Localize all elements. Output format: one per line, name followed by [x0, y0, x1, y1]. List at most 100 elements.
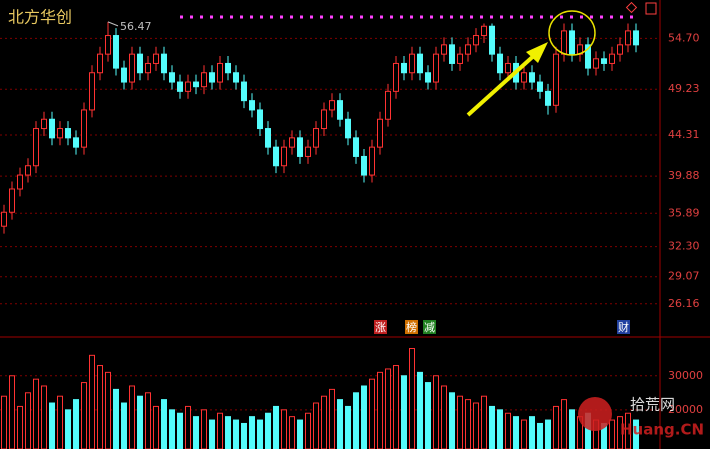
volume-bar: [529, 416, 535, 449]
y-tick-label: 54.70: [668, 31, 700, 44]
candle-body: [17, 174, 23, 190]
candle-body: [145, 62, 151, 74]
volume-bar: [193, 416, 199, 449]
candle-body: [169, 72, 175, 83]
candle-body: [321, 109, 327, 130]
watermark-logo: [578, 397, 612, 431]
volume-bar: [473, 402, 479, 449]
volume-bar: [377, 371, 383, 449]
volume-bar: [249, 416, 255, 449]
candle-body: [361, 155, 367, 176]
candle-body: [369, 146, 375, 176]
candle-body: [569, 30, 575, 55]
volume-bar: [321, 395, 327, 449]
candle-body: [385, 90, 391, 120]
badge-bg: [405, 320, 418, 334]
candle-body: [217, 62, 223, 83]
candle-body: [305, 146, 311, 157]
volume-bar: [497, 409, 503, 449]
chart-title: 北方华创: [8, 8, 72, 27]
volume-bar: [609, 419, 615, 449]
volume-bar: [521, 419, 527, 449]
candle-body: [481, 25, 487, 37]
candle-body: [57, 128, 63, 139]
y-tick-label: 44.31: [668, 128, 700, 141]
high-annotation: 56.47: [120, 20, 152, 33]
volume-bar: [81, 382, 87, 449]
candle-body: [209, 72, 215, 83]
volume-bar: [209, 419, 215, 449]
y-tick-label: 32.30: [668, 240, 700, 253]
candle-body: [257, 109, 263, 130]
candle-body: [633, 30, 639, 46]
volume-bar: [129, 385, 135, 449]
volume-bar: [169, 409, 175, 449]
volume-bar: [569, 409, 575, 449]
volume-bar: [633, 419, 639, 449]
candle-body: [297, 137, 303, 157]
candle-body: [497, 53, 503, 74]
volume-bar: [465, 399, 471, 449]
icon: [645, 2, 657, 15]
candle-body: [441, 44, 447, 55]
volume-bar: [49, 402, 55, 449]
candle-body: [553, 53, 559, 106]
badge: 榜: [406, 320, 417, 334]
candle-body: [97, 53, 103, 74]
icon: [625, 1, 638, 14]
y-tick-label: 20000: [668, 403, 703, 416]
candle-body: [609, 53, 615, 64]
candle-body: [233, 72, 239, 83]
candle-body: [81, 109, 87, 148]
volume-bar: [305, 412, 311, 449]
y-tick-label: 35.89: [668, 206, 700, 219]
volume-bar: [337, 399, 343, 449]
candle-body: [137, 53, 143, 74]
candle-body: [537, 81, 543, 92]
volume-bar: [9, 375, 15, 449]
candle-body: [193, 81, 199, 88]
candle-body: [617, 44, 623, 55]
candle-body: [521, 72, 527, 83]
candle-body: [529, 72, 535, 83]
volume-bar: [561, 399, 567, 449]
candle-body: [505, 62, 511, 74]
volume-bar: [113, 388, 119, 449]
candle-body: [265, 128, 271, 148]
candle-body: [377, 118, 383, 148]
volume-bar: [353, 392, 359, 449]
candle-body: [153, 53, 159, 64]
candle-body: [337, 100, 343, 120]
candle-body: [241, 81, 247, 102]
candle-body: [585, 44, 591, 69]
volume-bar: [145, 392, 151, 449]
candle-body: [449, 44, 455, 64]
volume-bar: [89, 354, 95, 449]
badge: 涨: [375, 321, 386, 334]
volume-bar: [345, 405, 351, 449]
volume-bar: [177, 412, 183, 449]
candle-body: [465, 44, 471, 55]
volume-bar: [297, 419, 303, 449]
volume-bar: [33, 378, 39, 449]
candle-body: [177, 81, 183, 92]
y-tick-label: 39.88: [668, 169, 700, 182]
volume-bar: [201, 409, 207, 449]
annotation-leader: [107, 21, 119, 27]
volume-bar: [241, 422, 247, 449]
candle-body: [49, 118, 55, 139]
candle-body: [417, 53, 423, 74]
volume-bar: [73, 399, 79, 449]
candle-body: [545, 90, 551, 106]
volume-bar: [417, 371, 423, 449]
volume-bar: [513, 416, 519, 449]
volume-bar: [65, 409, 71, 449]
watermark: 拾荒网 Huang.CN: [578, 396, 704, 439]
volume-bar: [545, 419, 551, 449]
candle-body: [353, 137, 359, 157]
volume-bar: [17, 405, 23, 449]
volume-bar: [57, 395, 63, 449]
candle-body: [345, 118, 351, 139]
